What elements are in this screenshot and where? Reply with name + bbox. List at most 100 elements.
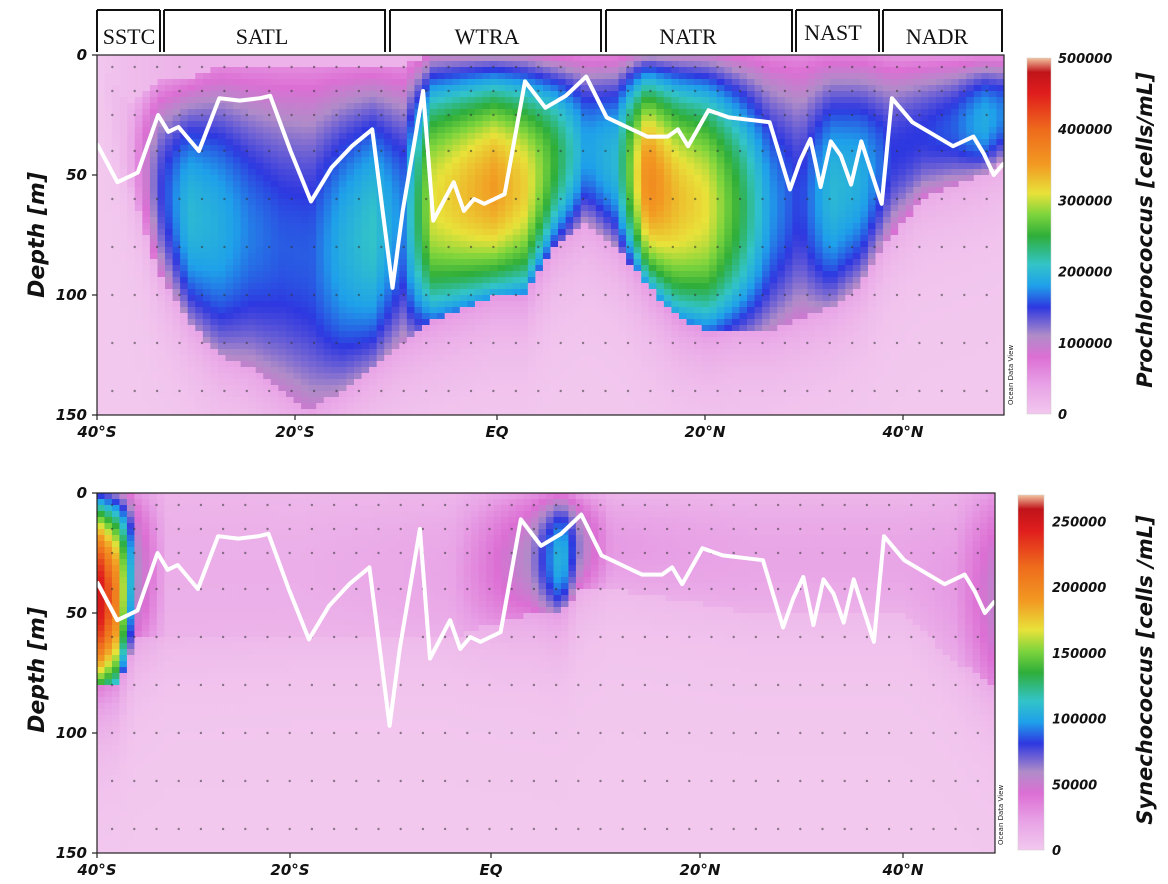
heatmap-cell bbox=[142, 229, 151, 236]
heatmap-cell bbox=[172, 67, 181, 74]
heatmap-cell bbox=[505, 91, 514, 98]
heatmap-cell bbox=[149, 55, 159, 62]
heatmap-cell bbox=[149, 361, 159, 368]
heatmap-cell bbox=[316, 229, 325, 236]
heatmap-cell bbox=[626, 361, 635, 368]
heatmap-cell bbox=[308, 337, 317, 344]
heatmap-cell bbox=[376, 217, 385, 224]
heatmap-cell bbox=[474, 205, 484, 212]
heatmap-cell bbox=[459, 259, 468, 266]
heatmap-cell bbox=[497, 91, 506, 98]
heatmap-cell bbox=[270, 181, 279, 188]
heatmap-cell bbox=[353, 349, 363, 356]
heatmap-cell bbox=[225, 379, 234, 386]
heatmap-cell bbox=[550, 277, 559, 284]
heatmap-cell bbox=[202, 67, 211, 74]
heatmap-cell bbox=[701, 55, 710, 62]
heatmap-cell bbox=[301, 253, 310, 260]
heatmap-cell bbox=[686, 55, 695, 62]
heatmap-cell bbox=[444, 85, 453, 92]
heatmap-cell bbox=[633, 115, 642, 122]
heatmap-cell bbox=[104, 157, 113, 164]
heatmap-cell bbox=[399, 103, 408, 110]
heatmap-cell bbox=[626, 109, 635, 116]
heatmap-cell bbox=[134, 151, 143, 158]
heatmap-cell bbox=[520, 55, 529, 62]
heatmap-cell bbox=[225, 337, 234, 344]
heatmap-cell bbox=[558, 247, 567, 254]
heatmap-cell bbox=[361, 97, 370, 104]
heatmap-cell bbox=[285, 235, 295, 242]
heatmap-cell bbox=[535, 241, 544, 248]
heatmap-cell bbox=[580, 211, 589, 218]
heatmap-cell bbox=[338, 217, 348, 224]
heatmap-cell bbox=[331, 343, 340, 350]
heatmap-cell bbox=[316, 127, 325, 134]
heatmap-cell bbox=[180, 187, 189, 194]
heatmap-cell bbox=[157, 397, 166, 404]
heatmap-cell bbox=[550, 235, 559, 242]
heatmap-cell bbox=[467, 289, 476, 296]
heatmap-cell bbox=[633, 85, 642, 92]
heatmap-cell bbox=[119, 289, 128, 296]
heatmap-cell bbox=[97, 265, 106, 272]
heatmap-cell bbox=[263, 133, 272, 140]
heatmap-cell bbox=[694, 67, 703, 74]
heatmap-cell bbox=[278, 97, 287, 104]
heatmap-cell bbox=[233, 337, 242, 344]
heatmap-cell bbox=[285, 313, 295, 320]
heatmap-cell bbox=[550, 121, 559, 128]
heatmap-cell bbox=[595, 397, 605, 404]
heatmap-cell bbox=[338, 265, 348, 272]
heatmap-cell bbox=[490, 277, 499, 284]
heatmap-cell bbox=[127, 187, 136, 194]
heatmap-cell bbox=[195, 73, 204, 80]
heatmap-cell bbox=[437, 103, 446, 110]
heatmap-cell bbox=[588, 127, 597, 134]
heatmap-cell bbox=[255, 163, 264, 170]
heatmap-cell bbox=[520, 379, 529, 386]
heatmap-cell bbox=[467, 277, 476, 284]
heatmap-cell bbox=[270, 397, 279, 404]
heatmap-cell bbox=[452, 199, 461, 206]
heatmap-cell bbox=[127, 253, 136, 260]
heatmap-cell bbox=[210, 349, 219, 356]
heatmap-cell bbox=[671, 199, 680, 206]
heatmap-cell bbox=[346, 331, 355, 338]
heatmap-cell bbox=[610, 235, 620, 242]
heatmap-cell bbox=[550, 259, 559, 266]
heatmap-cell bbox=[452, 97, 461, 104]
heatmap-cell bbox=[497, 343, 506, 350]
heatmap-cell bbox=[678, 223, 688, 230]
heatmap-cell bbox=[452, 91, 461, 98]
heatmap-cell bbox=[255, 319, 264, 326]
heatmap-cell bbox=[187, 277, 196, 284]
heatmap-cell bbox=[482, 139, 491, 146]
heatmap-cell bbox=[482, 217, 491, 224]
heatmap-cell bbox=[716, 247, 725, 254]
heatmap-cell bbox=[686, 295, 695, 302]
heatmap-cell bbox=[429, 295, 438, 302]
heatmap-cell bbox=[444, 55, 453, 62]
heatmap-cell bbox=[459, 121, 468, 128]
heatmap-cell bbox=[361, 259, 370, 266]
heatmap-cell bbox=[384, 385, 393, 392]
heatmap-cell bbox=[248, 205, 257, 212]
heatmap-cell bbox=[406, 109, 416, 116]
heatmap-cell bbox=[565, 211, 574, 218]
heatmap-cell bbox=[633, 199, 642, 206]
heatmap-cell bbox=[248, 73, 257, 80]
heatmap-cell bbox=[671, 73, 680, 80]
heatmap-cell bbox=[104, 187, 113, 194]
heatmap-cell bbox=[270, 259, 279, 266]
heatmap-cell bbox=[134, 367, 143, 374]
heatmap-cell bbox=[134, 133, 143, 140]
heatmap-cell bbox=[346, 271, 355, 278]
heatmap-cell bbox=[452, 253, 461, 260]
heatmap-cell bbox=[233, 145, 242, 152]
heatmap-cell bbox=[610, 271, 620, 278]
heatmap-cell bbox=[119, 277, 128, 284]
heatmap-cell bbox=[323, 127, 332, 134]
heatmap-cell bbox=[444, 223, 453, 230]
heatmap-cell bbox=[678, 235, 688, 242]
